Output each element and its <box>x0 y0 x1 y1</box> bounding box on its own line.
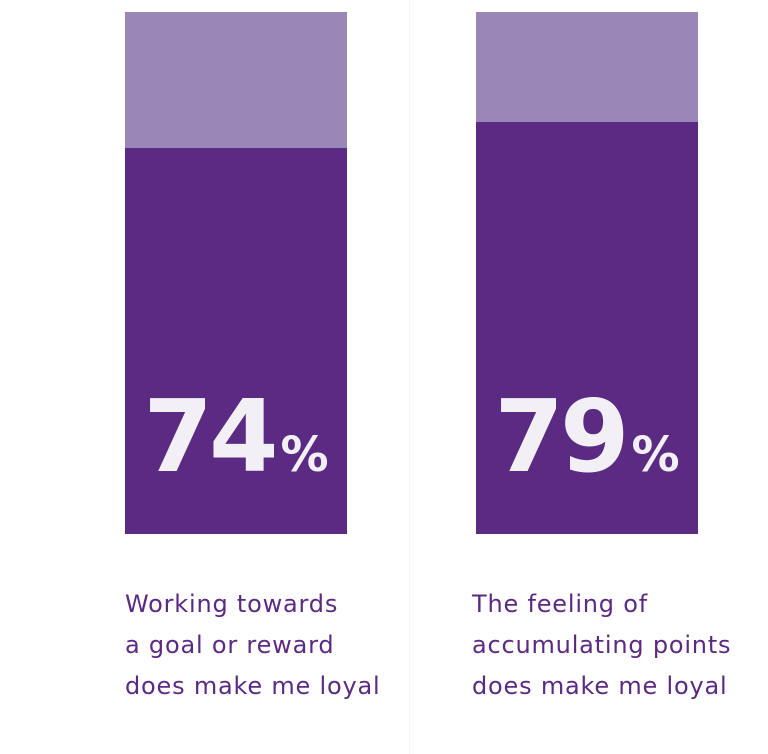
bar-goal-or-reward: 74% <box>125 12 347 534</box>
percent-sign: % <box>631 427 680 483</box>
caption-line: accumulating points <box>472 631 732 659</box>
column-divider <box>409 0 410 754</box>
value-number: 79 <box>494 378 629 495</box>
percent-sign: % <box>280 427 329 483</box>
caption-line: The feeling of <box>472 590 648 618</box>
bar-fill <box>476 121 698 534</box>
value-label: 79% <box>476 382 698 492</box>
caption-accumulating-points: The feeling of accumulating points does … <box>472 584 731 707</box>
caption-goal-or-reward: Working towards a goal or reward does ma… <box>125 584 380 707</box>
value-number: 74 <box>143 378 278 495</box>
caption-line: does make me loyal <box>125 672 381 700</box>
caption-line: a goal or reward <box>125 631 335 659</box>
caption-line: does make me loyal <box>472 672 728 700</box>
bar-accumulating-points: 79% <box>476 12 698 534</box>
value-label: 74% <box>125 382 347 492</box>
caption-line: Working towards <box>125 590 339 618</box>
bar-fill <box>125 147 347 534</box>
